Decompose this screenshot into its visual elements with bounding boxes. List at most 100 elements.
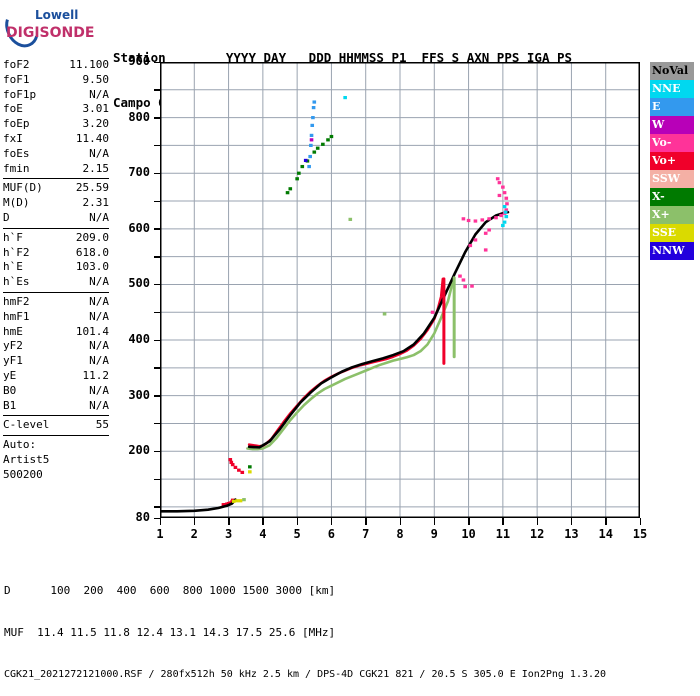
data-point <box>310 123 315 127</box>
param-row: h`F2 618.0 <box>3 246 109 261</box>
data-point <box>483 231 488 235</box>
param-divider <box>3 291 109 293</box>
x-axis-label: 2 <box>190 527 198 541</box>
legend-item-sse[interactable]: SSE <box>650 224 694 242</box>
param-value: N/A <box>89 383 109 397</box>
legend-item-x-[interactable]: X- <box>650 188 694 206</box>
data-point <box>303 158 308 163</box>
legend-item-vo-[interactable]: Vo+ <box>650 152 694 170</box>
param-value: 55 <box>95 418 109 432</box>
param-value: 11.40 <box>75 131 109 145</box>
series-profile-black-trace <box>247 210 510 449</box>
data-point <box>288 187 293 191</box>
param-key: hmF2 <box>3 294 30 308</box>
plot-frame <box>160 62 640 518</box>
data-point <box>502 204 507 209</box>
data-point <box>230 463 235 467</box>
x-tick <box>570 518 573 525</box>
x-tick <box>468 518 470 525</box>
header-labels-row: Station YYYY DAY DDD HHMMSS P1 FFS S AXN… <box>113 50 573 65</box>
param-key: yF1 <box>3 354 23 368</box>
gridlines <box>160 62 640 518</box>
legend-item-nne[interactable]: NNE <box>650 80 694 98</box>
x-tick <box>262 518 264 525</box>
ionogram-plot <box>160 62 640 518</box>
series-es-patch-sse-yellow <box>248 470 252 474</box>
param-key: MUF(D) <box>3 181 43 195</box>
legend-item-x-[interactable]: X+ <box>650 206 694 224</box>
data-point <box>343 95 347 100</box>
param-value: 209.0 <box>75 230 109 244</box>
param-key: foF1 <box>3 72 30 86</box>
param-key: h`Es <box>3 275 30 289</box>
param-value: N/A <box>89 146 109 160</box>
param-row: foEp 3.20 <box>3 117 109 132</box>
param-value: 11.2 <box>82 368 110 382</box>
lowell-digisonde-logo: Lowell DIGISONDE <box>0 3 100 53</box>
param-key: D <box>3 210 10 224</box>
data-point <box>285 191 290 195</box>
data-point <box>487 217 491 221</box>
param-value: 2.15 <box>82 161 110 175</box>
y-axis-label: 80 <box>135 510 150 524</box>
data-point <box>240 470 245 474</box>
param-divider <box>3 415 109 417</box>
legend-item-ssw[interactable]: SSW <box>650 170 694 188</box>
param-value: 103.0 <box>75 260 109 274</box>
data-point <box>235 499 239 503</box>
data-point <box>315 146 320 150</box>
series-es-patch-x-green <box>248 465 252 469</box>
x-tick <box>193 518 196 525</box>
data-point <box>229 460 234 464</box>
param-row: hmF2 N/A <box>3 295 109 310</box>
data-point <box>502 220 507 224</box>
param-row: fmin 2.15 <box>3 162 109 177</box>
data-point <box>470 284 474 288</box>
data-point <box>466 218 471 223</box>
data-point <box>505 202 509 206</box>
data-point <box>473 219 478 223</box>
footer-distance-row: D 100 200 400 600 800 1000 1500 3000 [km… <box>4 584 336 597</box>
param-row: yF1 N/A <box>3 354 109 369</box>
legend-item-vo-[interactable]: Vo- <box>650 134 694 152</box>
legend-item-w[interactable]: W <box>650 116 694 134</box>
param-key: B1 <box>3 398 17 412</box>
data-point <box>494 216 498 220</box>
param-value: N/A <box>89 275 109 289</box>
logo-lowell-text: Lowell <box>35 8 79 22</box>
param-row: B1 N/A <box>3 399 109 414</box>
series-e-layer-x-green <box>242 498 246 502</box>
data-point <box>237 468 241 472</box>
param-row: M(D) 2.31 <box>3 196 109 211</box>
data-point <box>497 181 502 185</box>
data-point <box>297 171 301 175</box>
param-row: h`F 209.0 <box>3 231 109 246</box>
param-divider <box>3 178 109 180</box>
x-axis-label: 4 <box>259 527 267 541</box>
data-point <box>468 243 473 248</box>
data-point <box>501 185 505 189</box>
param-row: h`E 103.0 <box>3 260 109 275</box>
series-f2-cusp-nne-cyan <box>501 204 509 228</box>
y-axis-label: 500 <box>128 276 150 291</box>
data-point <box>233 465 238 469</box>
legend-item-e[interactable]: E <box>650 98 694 116</box>
legend-item-noval[interactable]: NoVal <box>650 62 694 80</box>
x-tick <box>536 518 539 525</box>
legend-item-nnw[interactable]: NNW <box>650 242 694 260</box>
footer-file-row: CGK21_2021272121000.RSF / 280fx512h 50 k… <box>4 669 607 680</box>
param-row: foF1 9.50 <box>3 73 109 88</box>
param-key: foF1p <box>3 87 37 101</box>
param-value: 2.31 <box>82 196 110 210</box>
param-value: 25.59 <box>75 181 109 195</box>
param-value: 3.20 <box>82 117 110 131</box>
x-tick <box>159 518 161 525</box>
data-point <box>311 106 316 110</box>
param-row: foF1p N/A <box>3 88 109 103</box>
param-value: 3.01 <box>82 102 110 116</box>
data-point <box>501 223 505 228</box>
param-row: MUF(D) 25.59 <box>3 181 109 196</box>
param-divider <box>3 227 109 229</box>
data-point <box>499 213 503 218</box>
x-tick <box>605 518 607 525</box>
